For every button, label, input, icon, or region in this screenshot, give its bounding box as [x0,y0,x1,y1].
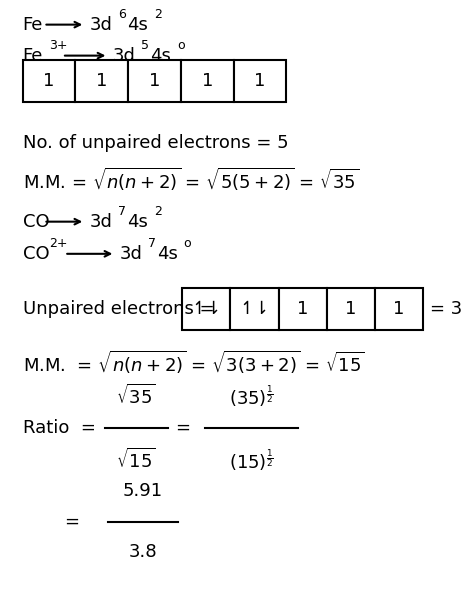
Text: 5: 5 [141,39,149,52]
Text: 1: 1 [149,72,160,90]
Text: 3d: 3d [113,47,136,65]
Text: 3d: 3d [120,245,143,263]
Text: 1: 1 [44,72,55,90]
Text: 6: 6 [118,8,127,21]
Text: o: o [184,237,191,250]
Text: 1: 1 [96,72,108,90]
FancyBboxPatch shape [230,288,279,330]
Text: 4s: 4s [127,15,148,34]
Text: CO: CO [23,213,49,231]
Text: 1: 1 [345,301,356,318]
FancyBboxPatch shape [182,288,230,330]
Text: 1: 1 [393,301,405,318]
Text: 7: 7 [147,237,155,250]
FancyBboxPatch shape [279,288,327,330]
Text: M.M.  = $\sqrt{n(n+2)}$ = $\sqrt{3(3+2)}$ = $\sqrt{15}$: M.M. = $\sqrt{n(n+2)}$ = $\sqrt{3(3+2)}$… [23,349,365,375]
Text: 1: 1 [297,301,309,318]
Text: 3.8: 3.8 [129,543,157,561]
Text: 4s: 4s [150,47,171,65]
Text: $\sqrt{35}$: $\sqrt{35}$ [116,384,156,408]
FancyBboxPatch shape [234,60,286,103]
Text: =: = [175,419,190,437]
Text: $(35)^{\frac{1}{2}}$: $(35)^{\frac{1}{2}}$ [229,383,274,409]
Text: 4s: 4s [157,245,178,263]
Text: 5.91: 5.91 [123,482,163,500]
Text: 2+: 2+ [49,237,68,250]
Text: 3d: 3d [90,15,113,34]
Text: ↿⇂: ↿⇂ [239,301,270,318]
FancyBboxPatch shape [181,60,234,103]
FancyBboxPatch shape [375,288,423,330]
Text: CO: CO [23,245,49,263]
FancyBboxPatch shape [23,60,75,103]
Text: o: o [177,39,184,52]
Text: 3+: 3+ [49,39,68,52]
Text: Ratio  =: Ratio = [23,419,96,437]
FancyBboxPatch shape [327,288,375,330]
Text: 7: 7 [118,205,127,218]
Text: $(15)^{\frac{1}{2}}$: $(15)^{\frac{1}{2}}$ [229,447,274,473]
Text: Unpaired electrons =: Unpaired electrons = [23,301,220,318]
FancyBboxPatch shape [75,60,128,103]
Text: =: = [64,512,79,531]
Text: Fe: Fe [23,15,43,34]
Text: = 3: = 3 [430,301,462,318]
Text: ↿⇂: ↿⇂ [191,301,221,318]
Text: 4s: 4s [127,213,148,231]
Text: No. of unpaired electrons = 5: No. of unpaired electrons = 5 [23,135,288,152]
Text: 3d: 3d [90,213,113,231]
FancyBboxPatch shape [128,60,181,103]
Text: 1: 1 [255,72,266,90]
Text: 1: 1 [201,72,213,90]
Text: $\sqrt{15}$: $\sqrt{15}$ [116,448,156,472]
Text: M.M. = $\sqrt{n(n+2)}$ = $\sqrt{5(5+2)}$ = $\sqrt{35}$: M.M. = $\sqrt{n(n+2)}$ = $\sqrt{5(5+2)}$… [23,166,359,193]
Text: Fe: Fe [23,47,43,65]
Text: 2: 2 [155,205,163,218]
Text: 2: 2 [155,8,163,21]
